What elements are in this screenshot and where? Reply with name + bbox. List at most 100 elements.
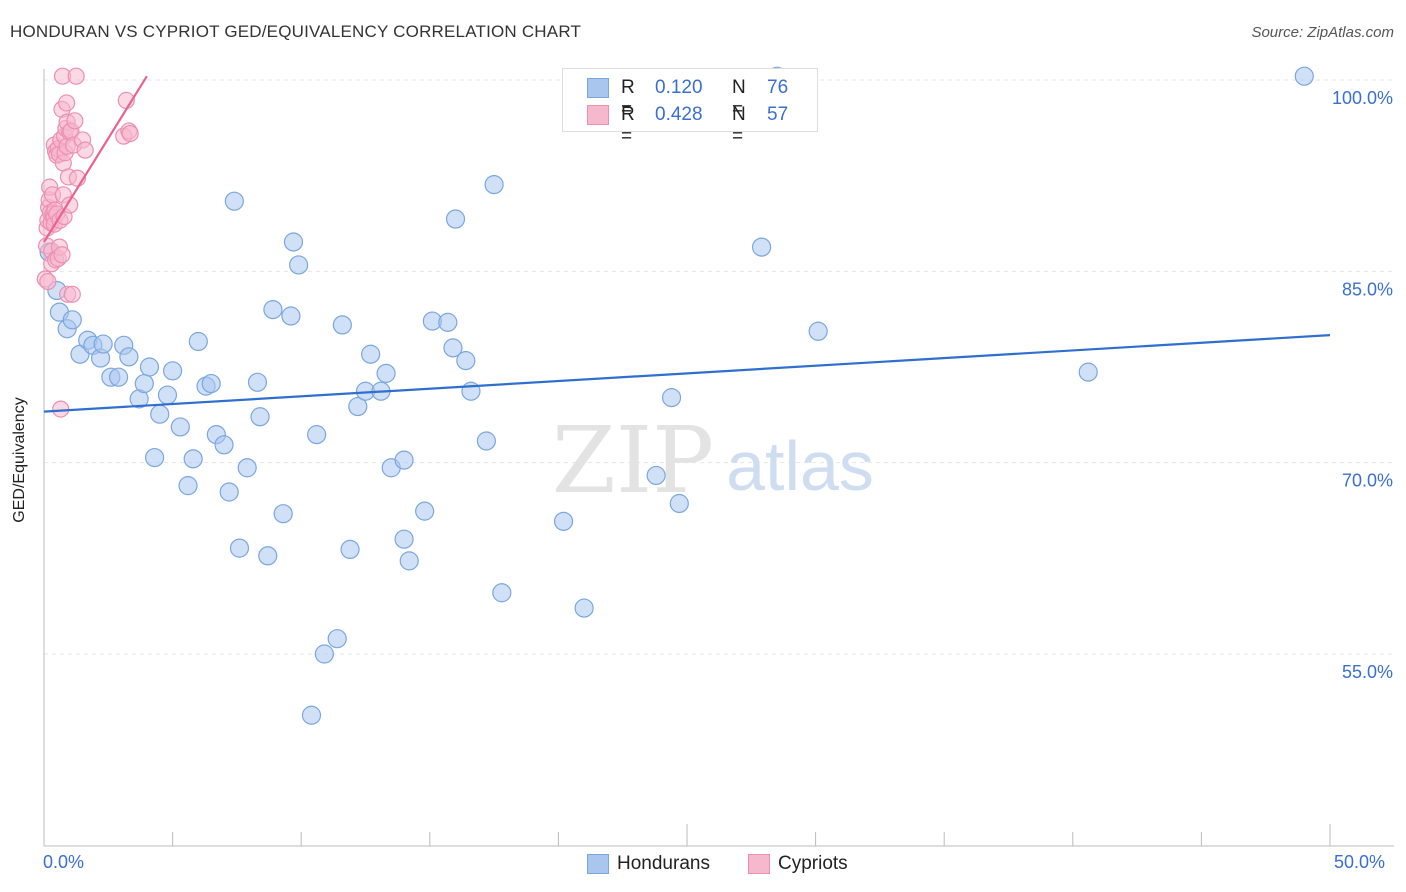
cypriot-point: [58, 94, 76, 112]
honduran-point: [307, 425, 327, 445]
axes: [43, 69, 1394, 847]
honduran-point: [415, 501, 435, 521]
legend-r-value-hondurans: 0.120: [655, 77, 703, 98]
honduran-point: [394, 450, 414, 470]
chart-title: HONDURAN VS CYPRIOT GED/EQUIVALENCY CORR…: [10, 22, 582, 41]
legend-r-label: R =: [621, 104, 635, 147]
legend-n-value-cypriots: 57: [767, 104, 789, 125]
honduran-point: [119, 347, 139, 367]
honduran-point: [229, 538, 250, 558]
legend-n-label: N =: [732, 104, 746, 147]
honduran-point: [348, 396, 368, 417]
y-tick-label: 55.0%: [1342, 662, 1393, 682]
honduran-point: [394, 529, 414, 549]
watermark-atlas: atlas: [726, 427, 874, 505]
honduran-point: [492, 583, 512, 603]
honduran-point: [178, 476, 198, 496]
y-tick-label: 100.0%: [1332, 88, 1393, 108]
watermark: ZIP atlas: [552, 407, 874, 514]
legend-n-value-hondurans: 76: [767, 77, 789, 98]
honduran-point: [332, 315, 352, 335]
legend-swatch-hondurans: [587, 78, 609, 98]
honduran-point: [314, 644, 334, 664]
x-axis-max-label: 50.0%: [1334, 852, 1386, 872]
cypriot-point: [67, 67, 85, 85]
cypriot-point: [39, 272, 57, 291]
honduran-point: [188, 331, 208, 352]
gridlines: [44, 79, 1394, 655]
honduran-point: [201, 373, 221, 394]
honduran-point: [553, 511, 574, 531]
honduran-point: [646, 465, 666, 486]
honduran-point: [445, 209, 466, 229]
y-axis-label: GED/Equivalency: [11, 397, 28, 523]
honduran-point: [751, 237, 772, 257]
honduran-point: [139, 357, 160, 377]
honduran-point: [1294, 66, 1314, 86]
hondurans-points: [39, 66, 1314, 725]
cypriot-point: [53, 246, 71, 264]
honduran-point: [170, 417, 190, 437]
honduran-point: [289, 255, 309, 275]
cypriots-points: [36, 67, 139, 418]
honduran-point: [808, 321, 828, 341]
honduran-point: [281, 306, 301, 326]
honduran-point: [183, 449, 203, 469]
honduran-point: [1078, 362, 1098, 382]
honduran-point: [283, 232, 304, 252]
honduran-point: [250, 407, 270, 427]
honduran-point: [62, 310, 82, 330]
honduran-point: [661, 388, 682, 408]
honduran-point: [237, 458, 257, 478]
honduran-point: [301, 705, 322, 725]
honduran-point: [144, 447, 165, 468]
x-axis-min-label: 0.0%: [43, 852, 85, 872]
y-tick-labels: 55.0% 70.0% 85.0% 100.0%: [1332, 88, 1393, 682]
honduran-point: [376, 363, 396, 383]
stats-legend: R = 0.120 N = 76 R = 0.428 N = 57: [562, 68, 818, 147]
honduran-point: [247, 372, 268, 392]
legend-n-label: N =: [732, 77, 746, 120]
honduran-point: [456, 351, 476, 371]
bottom-legend-swatch-hondurans: [587, 854, 609, 874]
cypriot-point: [63, 285, 81, 303]
honduran-point: [438, 312, 458, 332]
cypriot-point: [121, 124, 139, 143]
cypriot-trend-line: [43, 75, 148, 243]
honduran-point: [163, 361, 183, 381]
bottom-legend-label-hondurans: Hondurans: [617, 853, 710, 874]
honduran-point: [443, 338, 463, 358]
legend-r-label: R =: [621, 77, 635, 120]
legend-r-value-cypriots: 0.428: [655, 104, 703, 125]
honduran-trend-line: [43, 334, 1331, 413]
honduran-point: [399, 551, 419, 571]
honduran-point: [476, 431, 496, 451]
honduran-point: [108, 367, 129, 387]
bottom-legend-label-cypriots: Cypriots: [778, 853, 848, 874]
cypriot-point: [52, 400, 70, 418]
trend-lines: [43, 75, 1331, 413]
chart-source: Source: ZipAtlas.com: [1251, 24, 1394, 41]
honduran-point: [214, 435, 234, 455]
bottom-legend-swatch-cypriots: [748, 854, 770, 874]
cypriot-point: [76, 141, 94, 159]
y-tick-label: 70.0%: [1342, 471, 1393, 491]
legend-swatch-cypriots: [587, 105, 609, 125]
y-tick-label: 85.0%: [1342, 279, 1393, 299]
honduran-point: [258, 546, 278, 566]
honduran-point: [327, 629, 347, 649]
watermark-zip: ZIP: [552, 407, 714, 514]
honduran-point: [669, 493, 689, 514]
honduran-point: [361, 344, 381, 364]
honduran-point: [150, 404, 170, 424]
honduran-point: [157, 385, 178, 405]
honduran-point: [273, 504, 293, 524]
honduran-point: [219, 482, 239, 502]
honduran-point: [224, 191, 244, 211]
honduran-point: [484, 174, 504, 195]
honduran-point: [340, 539, 360, 560]
honduran-point: [574, 598, 594, 618]
cypriot-point: [66, 112, 84, 130]
honduran-point: [93, 334, 113, 354]
